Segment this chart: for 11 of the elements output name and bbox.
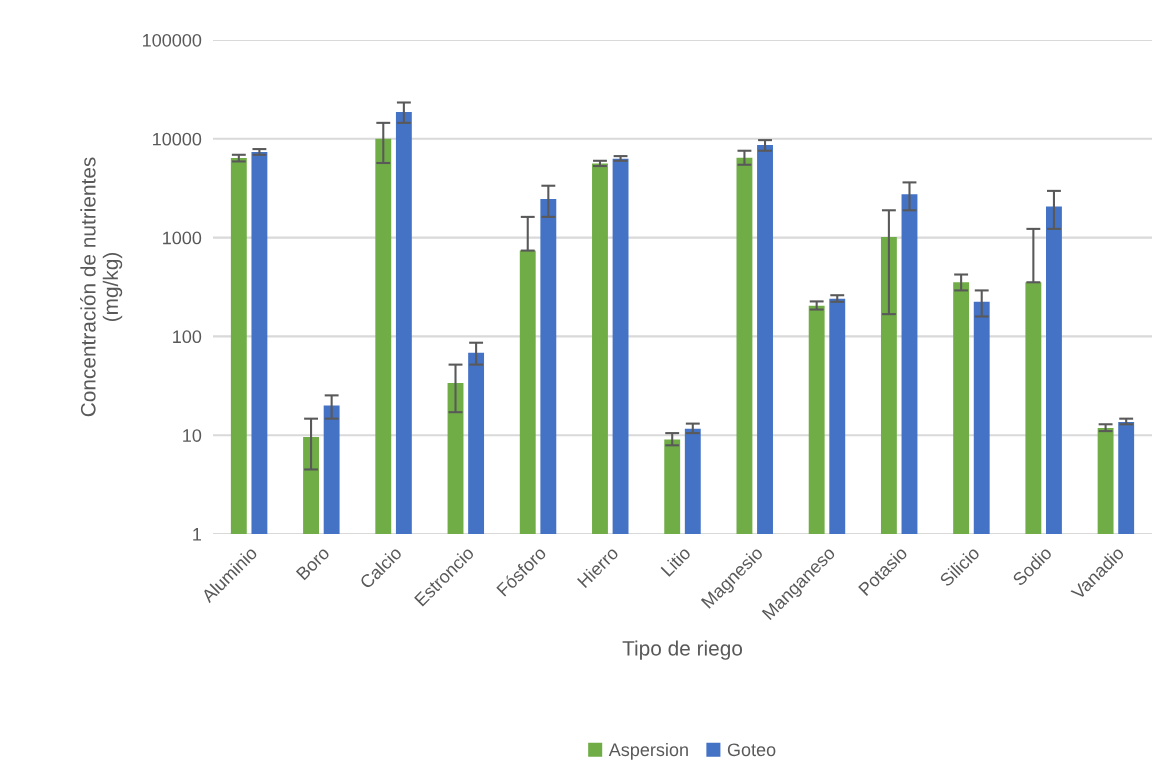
legend-label: Aspersion	[608, 742, 688, 760]
legend-label: Goteo	[727, 743, 776, 757]
y-tick-label: 100000	[143, 33, 202, 47]
x-axis-title: Tipo de riego	[622, 640, 743, 660]
y-axis-title: Concentración de nutrientes (mg/kg)	[80, 157, 123, 417]
y-tick-label: 1	[193, 528, 202, 541]
x-tick-label: Litio	[660, 545, 692, 577]
y-tick-label: 10000	[153, 132, 202, 146]
y-tick-label: 10	[183, 429, 202, 442]
y-tick-label: 100	[173, 330, 202, 344]
y-tick-label: 1000	[163, 231, 202, 245]
